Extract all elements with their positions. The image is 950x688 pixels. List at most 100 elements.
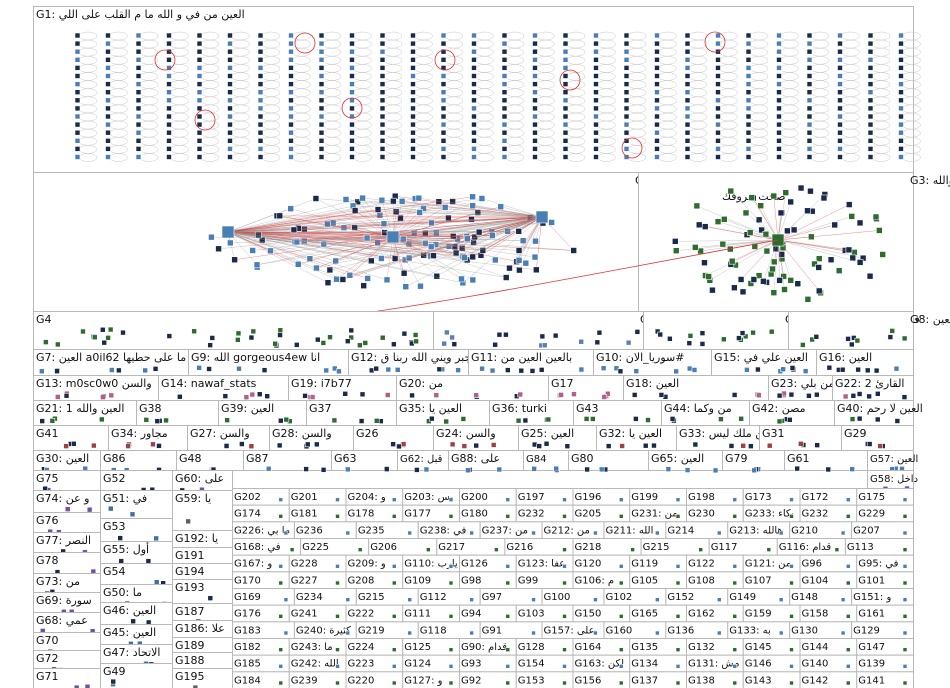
node bbox=[362, 340, 369, 346]
group-label: G110: يارب bbox=[404, 559, 458, 570]
node bbox=[623, 56, 630, 63]
edge bbox=[773, 196, 779, 241]
node bbox=[675, 580, 681, 586]
group-cell: G130 bbox=[789, 621, 853, 639]
group-label: G191 bbox=[175, 549, 205, 562]
group-label: G157: على bbox=[544, 625, 595, 636]
edge bbox=[392, 236, 436, 245]
group-label: G34: مجاور bbox=[111, 427, 168, 440]
node bbox=[562, 580, 567, 586]
node bbox=[776, 392, 783, 399]
node bbox=[505, 680, 511, 686]
group-label: G62: قبل bbox=[400, 454, 443, 465]
group-cell: G224 bbox=[345, 638, 404, 656]
node bbox=[288, 129, 294, 136]
node bbox=[562, 497, 567, 502]
node bbox=[105, 129, 111, 136]
group-label: G43 bbox=[576, 402, 599, 415]
group-label: G172 bbox=[802, 492, 829, 503]
group-g21: G21: العين والله 1 bbox=[33, 400, 137, 426]
node bbox=[849, 254, 857, 262]
node bbox=[739, 288, 747, 296]
group-label: G70 bbox=[36, 634, 59, 647]
group-g55: G55: أول bbox=[100, 541, 173, 564]
node bbox=[532, 48, 538, 55]
node bbox=[815, 255, 823, 262]
edge bbox=[777, 239, 780, 281]
node bbox=[290, 226, 298, 234]
group-label: G84 bbox=[526, 454, 546, 465]
node bbox=[684, 138, 691, 144]
node bbox=[413, 338, 419, 345]
group-label: G138 bbox=[688, 675, 715, 686]
node bbox=[898, 73, 904, 79]
node bbox=[623, 129, 630, 136]
node bbox=[806, 32, 813, 39]
group-cell: G121: من bbox=[742, 554, 801, 573]
node bbox=[227, 239, 234, 247]
node bbox=[654, 73, 660, 79]
node bbox=[845, 680, 851, 686]
group-label: G125 bbox=[404, 642, 431, 653]
node bbox=[776, 121, 782, 128]
edge bbox=[227, 223, 328, 233]
node bbox=[471, 129, 477, 136]
group-label: G134 bbox=[631, 659, 658, 670]
node bbox=[501, 81, 508, 87]
node bbox=[227, 113, 233, 120]
group-cell: G216 bbox=[504, 538, 574, 556]
node bbox=[221, 225, 235, 239]
node bbox=[590, 416, 596, 422]
node bbox=[756, 392, 762, 399]
node bbox=[623, 121, 630, 128]
group-label: G41 bbox=[36, 427, 59, 440]
group-cell: G240: كثيرة bbox=[293, 621, 357, 639]
node bbox=[105, 56, 111, 63]
group-label: G96 bbox=[802, 559, 822, 570]
group-label: G12: يجبر ويني الله ربنا ق bbox=[351, 351, 475, 364]
group-cell: G101 bbox=[856, 571, 914, 589]
node bbox=[902, 664, 908, 669]
node bbox=[261, 367, 268, 373]
group-label: G201 bbox=[291, 492, 318, 503]
node bbox=[902, 614, 908, 619]
node bbox=[532, 97, 538, 104]
node bbox=[473, 392, 479, 398]
group-panel bbox=[396, 400, 490, 426]
node bbox=[449, 198, 456, 205]
node bbox=[654, 105, 660, 112]
node bbox=[716, 597, 722, 602]
node bbox=[135, 56, 142, 63]
node bbox=[902, 564, 908, 569]
group-label: G27: والسن bbox=[190, 427, 250, 440]
node bbox=[196, 56, 203, 63]
group-label: G193 bbox=[175, 581, 205, 594]
group-cell: G228 bbox=[288, 554, 347, 573]
group-g84: G84 bbox=[523, 450, 569, 473]
edge bbox=[227, 207, 446, 233]
node bbox=[349, 89, 355, 95]
node bbox=[684, 467, 691, 473]
node bbox=[535, 210, 549, 224]
node bbox=[867, 105, 874, 112]
group-g46: G46: العين bbox=[100, 602, 173, 626]
node bbox=[471, 32, 477, 39]
node bbox=[532, 154, 538, 160]
node bbox=[532, 81, 538, 87]
node bbox=[288, 81, 294, 87]
node bbox=[848, 213, 856, 220]
group-cell: G218 bbox=[572, 538, 642, 556]
group-label: G44: من وكما bbox=[664, 402, 732, 415]
node bbox=[501, 48, 508, 55]
group-label: G215 bbox=[643, 542, 670, 553]
node bbox=[867, 73, 874, 79]
group-label: G132 bbox=[688, 642, 715, 653]
node bbox=[543, 440, 550, 447]
node bbox=[898, 105, 904, 112]
node bbox=[532, 32, 538, 39]
node bbox=[898, 154, 904, 160]
group-label: G170 bbox=[234, 575, 261, 586]
group-panel bbox=[33, 311, 434, 350]
group-cell: G161 bbox=[856, 604, 914, 623]
